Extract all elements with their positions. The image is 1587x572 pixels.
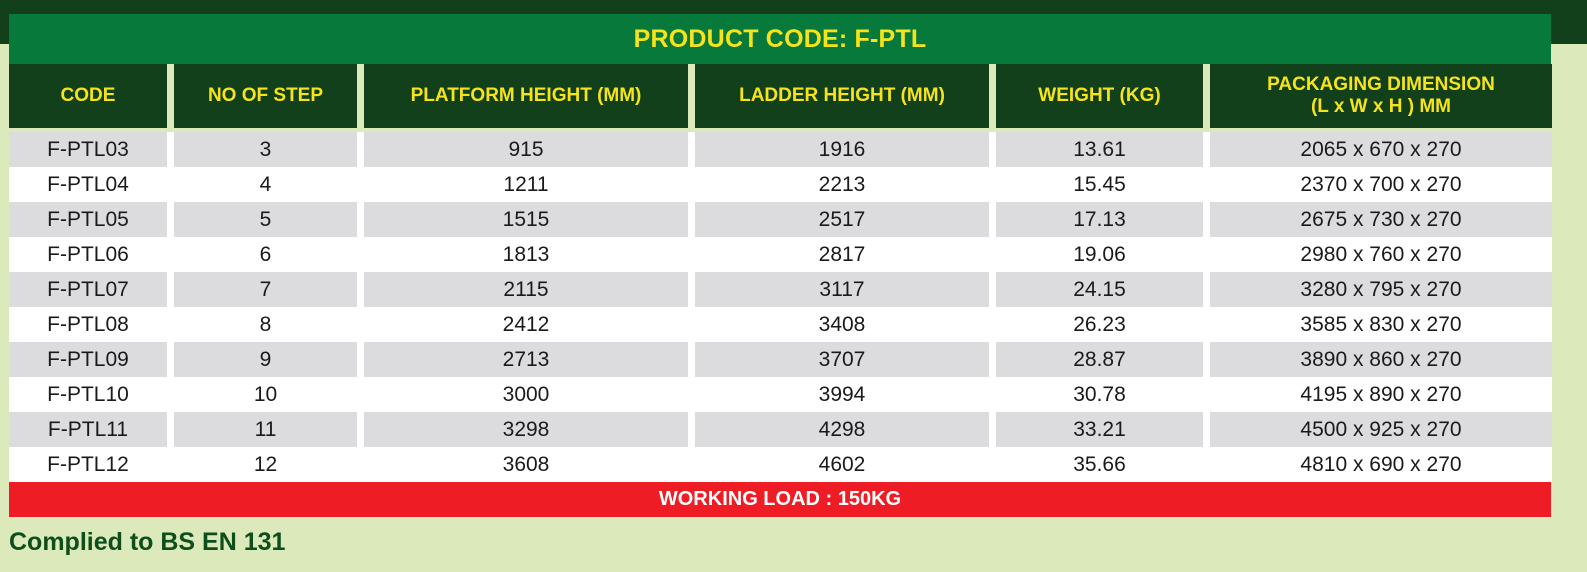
cell-no-of-step: 11: [174, 412, 357, 447]
cell-code: F-PTL06: [9, 237, 167, 272]
table-row: F-PTL07 7 2115 3117 24.15 3280 x 795 x 270: [9, 272, 1552, 307]
header-label: CODE: [60, 85, 116, 106]
table-header-row: CODE NO OF STEP PLATFORM HEIGHT (MM) LAD…: [9, 64, 1552, 128]
cell-ladder-height: 2817: [695, 237, 989, 272]
cell-code: F-PTL03: [9, 132, 167, 167]
cell-ladder-height: 4298: [695, 412, 989, 447]
cell-weight: 17.13: [996, 202, 1203, 237]
cell-weight: 26.23: [996, 307, 1203, 342]
table-row: F-PTL06 6 1813 2817 19.06 2980 x 760 x 270: [9, 237, 1552, 272]
working-load-banner: WORKING LOAD : 150KG: [9, 482, 1551, 517]
cell-code: F-PTL04: [9, 167, 167, 202]
header-no-of-step: NO OF STEP: [174, 64, 357, 128]
cell-weight: 13.61: [996, 132, 1203, 167]
cell-platform-height: 2115: [364, 272, 688, 307]
table-body: F-PTL03 3 915 1916 13.61 2065 x 670 x 270 F-PT…: [9, 132, 1552, 482]
cell-packaging-dimension: 3890 x 860 x 270: [1210, 342, 1552, 377]
table-row: F-PTL11 11 3298 4298 33.21 4500 x 925 x 270: [9, 412, 1552, 447]
cell-ladder-height: 3994: [695, 377, 989, 412]
header-label: WEIGHT (KG): [1038, 85, 1161, 106]
cell-platform-height: 3298: [364, 412, 688, 447]
cell-ladder-height: 3707: [695, 342, 989, 377]
cell-packaging-dimension: 4195 x 890 x 270: [1210, 377, 1552, 412]
header-packaging-dimension: PACKAGING DIMENSION (L x W x H ) MM: [1210, 64, 1552, 128]
cell-weight: 15.45: [996, 167, 1203, 202]
cell-packaging-dimension: 4500 x 925 x 270: [1210, 412, 1552, 447]
cell-code: F-PTL07: [9, 272, 167, 307]
header-code: CODE: [9, 64, 167, 128]
cell-ladder-height: 3117: [695, 272, 989, 307]
cell-platform-height: 3000: [364, 377, 688, 412]
cell-packaging-dimension: 4810 x 690 x 270: [1210, 447, 1552, 482]
table-row: F-PTL08 8 2412 3408 26.23 3585 x 830 x 270: [9, 307, 1552, 342]
cell-platform-height: 1515: [364, 202, 688, 237]
cell-ladder-height: 1916: [695, 132, 989, 167]
cell-weight: 35.66: [996, 447, 1203, 482]
cell-packaging-dimension: 2980 x 760 x 270: [1210, 237, 1552, 272]
header-sublabel: (L x W x H ) MM: [1310, 96, 1452, 117]
header-weight: WEIGHT (KG): [996, 64, 1203, 128]
cell-no-of-step: 10: [174, 377, 357, 412]
cell-no-of-step: 5: [174, 202, 357, 237]
cell-packaging-dimension: 3585 x 830 x 270: [1210, 307, 1552, 342]
table-title: PRODUCT CODE: F-PTL: [9, 14, 1551, 64]
cell-platform-height: 3608: [364, 447, 688, 482]
cell-code: F-PTL12: [9, 447, 167, 482]
cell-packaging-dimension: 3280 x 795 x 270: [1210, 272, 1552, 307]
cell-no-of-step: 4: [174, 167, 357, 202]
cell-no-of-step: 7: [174, 272, 357, 307]
cell-no-of-step: 3: [174, 132, 357, 167]
table-row: F-PTL04 4 1211 2213 15.45 2370 x 700 x 270: [9, 167, 1552, 202]
cell-packaging-dimension: 2370 x 700 x 270: [1210, 167, 1552, 202]
cell-ladder-height: 3408: [695, 307, 989, 342]
cell-weight: 19.06: [996, 237, 1203, 272]
table-row: F-PTL05 5 1515 2517 17.13 2675 x 730 x 270: [9, 202, 1552, 237]
header-label: NO OF STEP: [207, 85, 324, 106]
cell-no-of-step: 8: [174, 307, 357, 342]
header-ladder-height: LADDER HEIGHT (MM): [695, 64, 989, 128]
cell-weight: 28.87: [996, 342, 1203, 377]
product-table: PRODUCT CODE: F-PTL CODE NO OF STEP PLAT…: [9, 14, 1552, 517]
table-row: F-PTL10 10 3000 3994 30.78 4195 x 890 x 270: [9, 377, 1552, 412]
header-platform-height: PLATFORM HEIGHT (MM): [364, 64, 688, 128]
header-label: LADDER HEIGHT (MM): [739, 85, 945, 106]
cell-platform-height: 2412: [364, 307, 688, 342]
header-label: PACKAGING DIMENSION: [1267, 74, 1495, 95]
cell-code: F-PTL08: [9, 307, 167, 342]
cell-code: F-PTL09: [9, 342, 167, 377]
cell-platform-height: 1211: [364, 167, 688, 202]
compliance-note: Complied to BS EN 131: [9, 528, 286, 556]
cell-code: F-PTL05: [9, 202, 167, 237]
header-label: PLATFORM HEIGHT (MM): [410, 85, 642, 106]
cell-packaging-dimension: 2675 x 730 x 270: [1210, 202, 1552, 237]
table-row: F-PTL09 9 2713 3707 28.87 3890 x 860 x 270: [9, 342, 1552, 377]
cell-packaging-dimension: 2065 x 670 x 270: [1210, 132, 1552, 167]
cell-code: F-PTL11: [9, 412, 167, 447]
cell-no-of-step: 9: [174, 342, 357, 377]
cell-ladder-height: 4602: [695, 447, 989, 482]
cell-weight: 30.78: [996, 377, 1203, 412]
cell-platform-height: 1813: [364, 237, 688, 272]
cell-ladder-height: 2517: [695, 202, 989, 237]
cell-weight: 33.21: [996, 412, 1203, 447]
cell-code: F-PTL10: [9, 377, 167, 412]
cell-weight: 24.15: [996, 272, 1203, 307]
cell-platform-height: 915: [364, 132, 688, 167]
table-row: F-PTL03 3 915 1916 13.61 2065 x 670 x 270: [9, 132, 1552, 167]
cell-no-of-step: 6: [174, 237, 357, 272]
cell-ladder-height: 2213: [695, 167, 989, 202]
table-row: F-PTL12 12 3608 4602 35.66 4810 x 690 x 270: [9, 447, 1552, 482]
cell-no-of-step: 12: [174, 447, 357, 482]
cell-platform-height: 2713: [364, 342, 688, 377]
